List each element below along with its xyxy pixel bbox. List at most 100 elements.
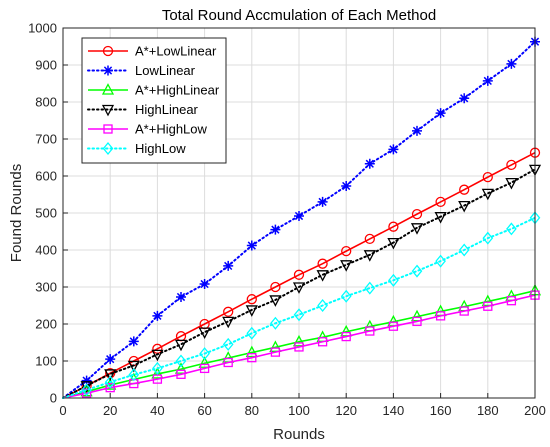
series-line-highlow (62, 216, 536, 399)
data-point (458, 243, 470, 257)
data-point (246, 326, 258, 340)
data-point (387, 237, 400, 250)
y-tick-label: 1000 (28, 21, 57, 36)
legend-label: A*+HighLinear (135, 83, 220, 98)
axis-ticks: 0 20 40 60 80 100 120 140 160 180 200 0 100 200 300 400… (28, 21, 546, 419)
data-point (292, 334, 306, 347)
data-point (317, 298, 328, 313)
series-highlinear (62, 164, 542, 399)
data-point (506, 296, 517, 306)
data-point (482, 75, 493, 86)
x-tick-label: 140 (383, 403, 405, 418)
data-point (245, 305, 258, 317)
data-point (105, 368, 116, 379)
y-tick-label: 900 (35, 58, 57, 73)
data-point (152, 361, 163, 375)
data-point (364, 158, 375, 169)
series-line-astar-highlinear (62, 289, 536, 399)
data-point (176, 369, 186, 379)
y-tick-label: 500 (35, 206, 57, 221)
x-tick-label: 60 (197, 403, 211, 418)
data-point (316, 270, 329, 282)
legend-label: A*+LowLinear (135, 44, 217, 59)
data-point (246, 294, 257, 305)
data-point (104, 369, 117, 381)
legend-marker (101, 104, 115, 117)
legend-item: LowLinear (87, 63, 196, 78)
legend-box (81, 37, 227, 164)
y-tick-label: 300 (35, 280, 57, 295)
data-point (199, 279, 210, 290)
data-point (388, 273, 399, 287)
x-tick-label: 200 (524, 403, 546, 418)
data-point (388, 144, 399, 155)
data-point (105, 382, 115, 393)
data-point (293, 308, 305, 322)
legend-label: LowLinear (135, 63, 196, 78)
legend-marker (103, 65, 113, 76)
data-point (411, 208, 423, 220)
data-point (152, 374, 163, 384)
x-tick-label: 80 (245, 403, 259, 418)
data-point (175, 354, 187, 368)
data-point (459, 184, 470, 195)
data-point (174, 339, 188, 352)
data-point (340, 289, 352, 303)
data-point (482, 231, 494, 245)
data-point (198, 356, 211, 368)
data-point (435, 108, 446, 119)
y-tick-label: 800 (35, 95, 57, 110)
x-axis-label: Rounds (273, 426, 325, 443)
data-point (317, 196, 328, 207)
data-point (270, 224, 281, 235)
data-point (127, 360, 140, 373)
legend-marker (101, 83, 115, 95)
data-point (459, 93, 470, 104)
legend-marker (102, 45, 114, 57)
x-tick-label: 100 (288, 403, 310, 418)
y-tick-label: 400 (35, 243, 57, 258)
y-tick-label: 600 (35, 169, 57, 184)
data-point (270, 281, 281, 293)
legend-marker (102, 141, 114, 156)
data-point (223, 260, 234, 271)
data-point (151, 349, 164, 362)
data-point (222, 316, 235, 329)
series-line-astar-lowlinear (62, 151, 536, 399)
data-point (222, 337, 234, 351)
x-tick-label: 180 (477, 403, 499, 418)
y-tick-label: 100 (35, 354, 57, 369)
data-point (506, 222, 517, 236)
data-point (317, 258, 328, 269)
data-point (364, 233, 375, 245)
data-point (105, 354, 116, 365)
data-point (317, 337, 328, 347)
series-layer (62, 36, 542, 399)
data-point (223, 357, 233, 368)
legend-item: HighLinear (87, 102, 199, 117)
series-astar-highlow (62, 290, 540, 399)
y-tick-label: 700 (35, 132, 57, 147)
y-axis-label: Found Rounds (8, 164, 25, 262)
series-line-highlinear (62, 168, 536, 399)
x-tick-label: 40 (150, 403, 164, 418)
data-point (245, 345, 258, 358)
legend-label: A*+HighLow (135, 122, 208, 137)
data-point (411, 264, 423, 278)
data-point (292, 282, 306, 294)
data-point (412, 316, 422, 327)
data-point (246, 240, 257, 251)
x-tick-label: 160 (430, 403, 452, 418)
data-point (363, 250, 376, 262)
legend-marker (103, 124, 113, 134)
data-point (223, 306, 234, 317)
data-point (388, 221, 399, 232)
data-point (247, 353, 257, 363)
data-point (341, 180, 352, 191)
data-point (341, 331, 351, 342)
data-point (294, 210, 304, 221)
legend-item: A*+LowLinear (88, 44, 217, 59)
legend-item: A*+HighLow (88, 122, 208, 137)
data-point (506, 58, 517, 69)
data-point (174, 362, 188, 374)
